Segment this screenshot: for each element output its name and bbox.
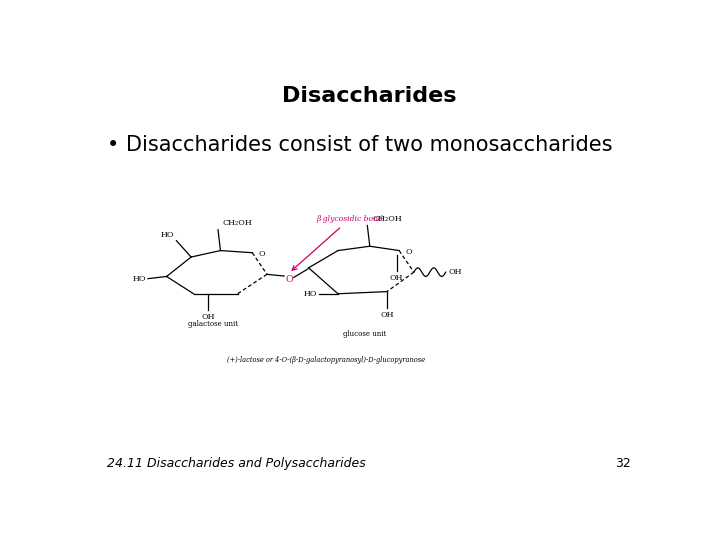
Text: O: O bbox=[285, 275, 293, 284]
Text: CH₂OH: CH₂OH bbox=[372, 215, 402, 223]
Text: 24.11 Disaccharides and Polysaccharides: 24.11 Disaccharides and Polysaccharides bbox=[107, 457, 366, 470]
Text: HO: HO bbox=[132, 275, 146, 282]
Text: β glycosidic bond: β glycosidic bond bbox=[292, 215, 383, 270]
Text: galactose unit: galactose unit bbox=[188, 320, 238, 328]
Text: OH: OH bbox=[390, 274, 403, 282]
Text: 32: 32 bbox=[616, 457, 631, 470]
Text: OH: OH bbox=[202, 313, 215, 321]
Text: HO: HO bbox=[161, 231, 174, 239]
Text: CH₂OH: CH₂OH bbox=[223, 219, 253, 227]
Text: HO: HO bbox=[304, 290, 318, 298]
Text: OH: OH bbox=[448, 268, 462, 276]
Text: •: • bbox=[107, 136, 119, 156]
Text: Disaccharides: Disaccharides bbox=[282, 85, 456, 106]
Text: Disaccharides consist of two monosaccharides: Disaccharides consist of two monosacchar… bbox=[126, 136, 613, 156]
Text: O: O bbox=[405, 248, 413, 256]
Text: (+)-lactose or 4-O-(β-D-galactopyranosyl)-D-glucopyranose: (+)-lactose or 4-O-(β-D-galactopyranosyl… bbox=[227, 355, 425, 363]
Text: glucose unit: glucose unit bbox=[343, 330, 387, 339]
Text: OH: OH bbox=[380, 310, 394, 319]
Text: O: O bbox=[258, 251, 266, 258]
